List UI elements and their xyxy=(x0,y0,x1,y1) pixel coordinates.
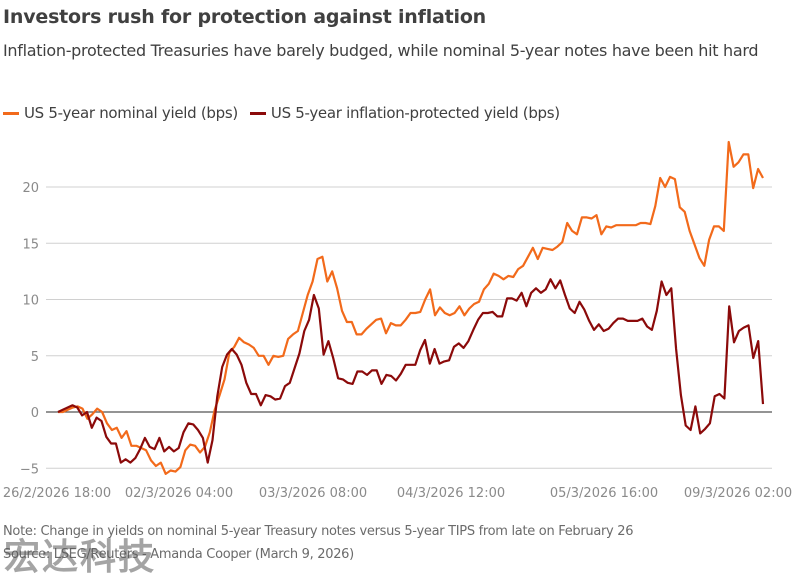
y-tick-label: 5 xyxy=(31,350,39,365)
x-tick-label: 09/3/2026 02:00 xyxy=(684,486,792,501)
gridlines xyxy=(46,186,772,469)
legend-item-tips: US 5-year inflation-protected yield (bps… xyxy=(249,104,560,122)
legend-swatch-tips xyxy=(249,111,266,115)
y-tick-label: 15 xyxy=(22,237,39,252)
series-lines xyxy=(57,140,765,475)
chart-note: Note: Change in yields on nominal 5-year… xyxy=(3,524,634,539)
y-axis-ticks: −5 0 5 10 15 20 xyxy=(20,181,39,477)
legend: US 5-year nominal yield (bps) US 5-year … xyxy=(3,104,572,122)
series-line-tips xyxy=(57,278,765,464)
chart-subtitle: Inflation-protected Treasuries have bare… xyxy=(3,41,759,60)
x-tick-label: 05/3/2026 16:00 xyxy=(550,486,658,501)
watermark: 宏达科技 xyxy=(4,537,157,578)
y-tick-label: 10 xyxy=(22,294,39,309)
x-tick-label: 26/2/2026 18:00 xyxy=(3,486,111,501)
legend-label-nominal: US 5-year nominal yield (bps) xyxy=(24,104,238,122)
y-tick-label: −5 xyxy=(20,462,39,477)
legend-label-tips: US 5-year inflation-protected yield (bps… xyxy=(270,104,560,122)
x-tick-label: 03/3/2026 08:00 xyxy=(259,486,367,501)
chart-source: Source: LSEG/Reuters - Amanda Cooper (Ma… xyxy=(3,547,354,562)
line-chart: −5 0 5 10 15 20 26/2/2026 18:00 02/3/2026 04:0… xyxy=(3,140,792,501)
chart-title: Investors rush for protection against in… xyxy=(3,6,487,28)
y-tick-label: 20 xyxy=(22,181,39,196)
x-tick-label: 04/3/2026 12:00 xyxy=(397,486,505,501)
series-line-nominal xyxy=(58,140,764,475)
x-axis-ticks: 26/2/2026 18:00 02/3/2026 04:00 03/3/2026 … xyxy=(3,486,792,501)
y-tick-label: 0 xyxy=(31,406,39,421)
legend-item-nominal: US 5-year nominal yield (bps) xyxy=(3,104,238,122)
x-tick-label: 02/3/2026 04:00 xyxy=(125,486,233,501)
legend-swatch-nominal xyxy=(3,111,19,115)
